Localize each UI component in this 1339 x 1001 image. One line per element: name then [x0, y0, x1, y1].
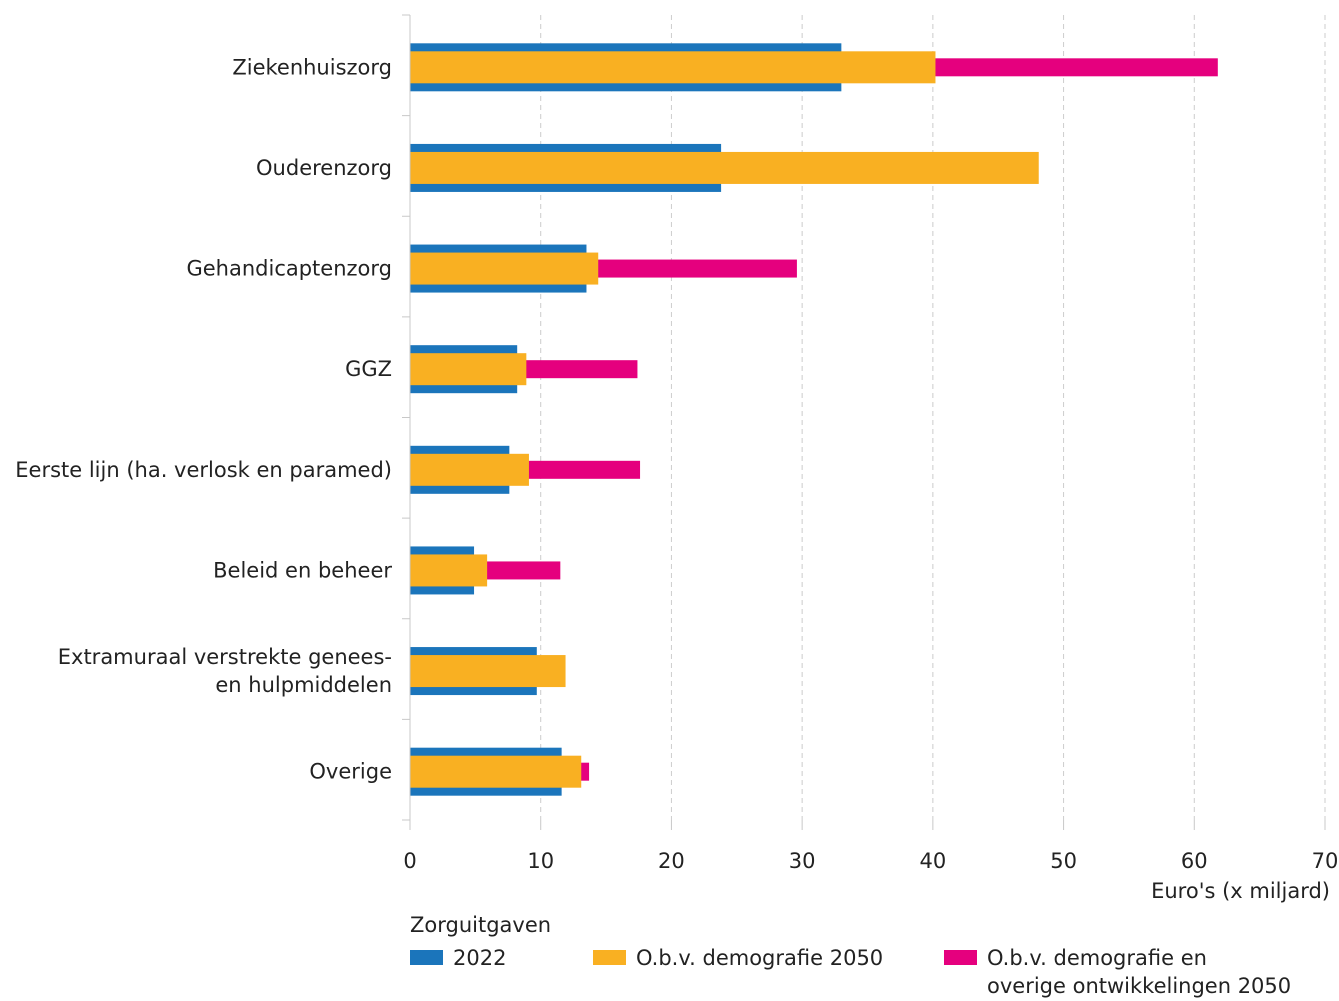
legend-item-2022: 2022: [410, 944, 506, 972]
legend-swatch-demografie: [593, 950, 626, 965]
bar-demografie: [410, 151, 1039, 184]
category-label: Eerste lijn (ha. verlosk en paramed): [15, 458, 392, 482]
bar-demografie: [410, 554, 488, 587]
x-tick-label: 40: [919, 849, 946, 873]
bar-demografie: [410, 353, 527, 386]
bar-demografie: [410, 453, 529, 486]
bar-demografie: [410, 51, 936, 84]
category-label: Extramuraal verstrekte genees-en hulpmid…: [58, 645, 392, 697]
legend-label-demografie: O.b.v. demografie 2050: [636, 946, 884, 970]
category-label: Ouderenzorg: [256, 156, 392, 180]
x-axis-label: Euro's (x miljard): [1151, 879, 1330, 903]
x-tick-label: 70: [1312, 849, 1339, 873]
bar-demografie: [410, 252, 599, 285]
category-label: Gehandicaptenzorg: [186, 257, 392, 281]
bar-layer: [410, 43, 1218, 796]
x-tick-label: 60: [1181, 849, 1208, 873]
x-tick-label: 20: [658, 849, 685, 873]
bar-demografie: [410, 755, 582, 788]
legend-label-overige-ontwikkelingen: O.b.v. demografie en overige ontwikkelin…: [987, 946, 1292, 998]
grid-layer: [540, 15, 1326, 820]
category-label: GGZ: [345, 357, 392, 381]
x-tick-label: 30: [789, 849, 816, 873]
x-tick-label: 50: [1050, 849, 1077, 873]
bar-demografie: [410, 655, 566, 688]
legend-title: Zorguitgaven: [410, 913, 552, 937]
axis-layer: [402, 14, 1326, 830]
category-label: Ziekenhuiszorg: [232, 55, 392, 79]
x-tick-label: 0: [403, 849, 416, 873]
label-layer: 0 10 20 30 40 50 60 70 Ziekenhuiszorg Ouderenzorg…: [15, 55, 1338, 873]
x-tick-label: 10: [527, 849, 554, 873]
legend-label-2022: 2022: [453, 946, 507, 970]
bar-chart: 0 10 20 30 40 50 60 70 Ziekenhuiszorg Ouderenzorg…: [15, 14, 1338, 903]
legend-item-demografie: O.b.v. demografie 2050: [593, 944, 883, 972]
category-label: Overige: [309, 760, 392, 784]
category-label: Beleid en beheer: [213, 558, 392, 582]
legend-item-overige-ontwikkelingen: O.b.v. demografie en overige ontwikkelin…: [944, 944, 1291, 1000]
legend: 2022 O.b.v. demografie 2050 O.b.v. demog…: [410, 944, 1330, 1000]
legend-swatch-2022: [410, 950, 443, 965]
legend-swatch-overige-ontwikkelingen: [944, 950, 977, 965]
